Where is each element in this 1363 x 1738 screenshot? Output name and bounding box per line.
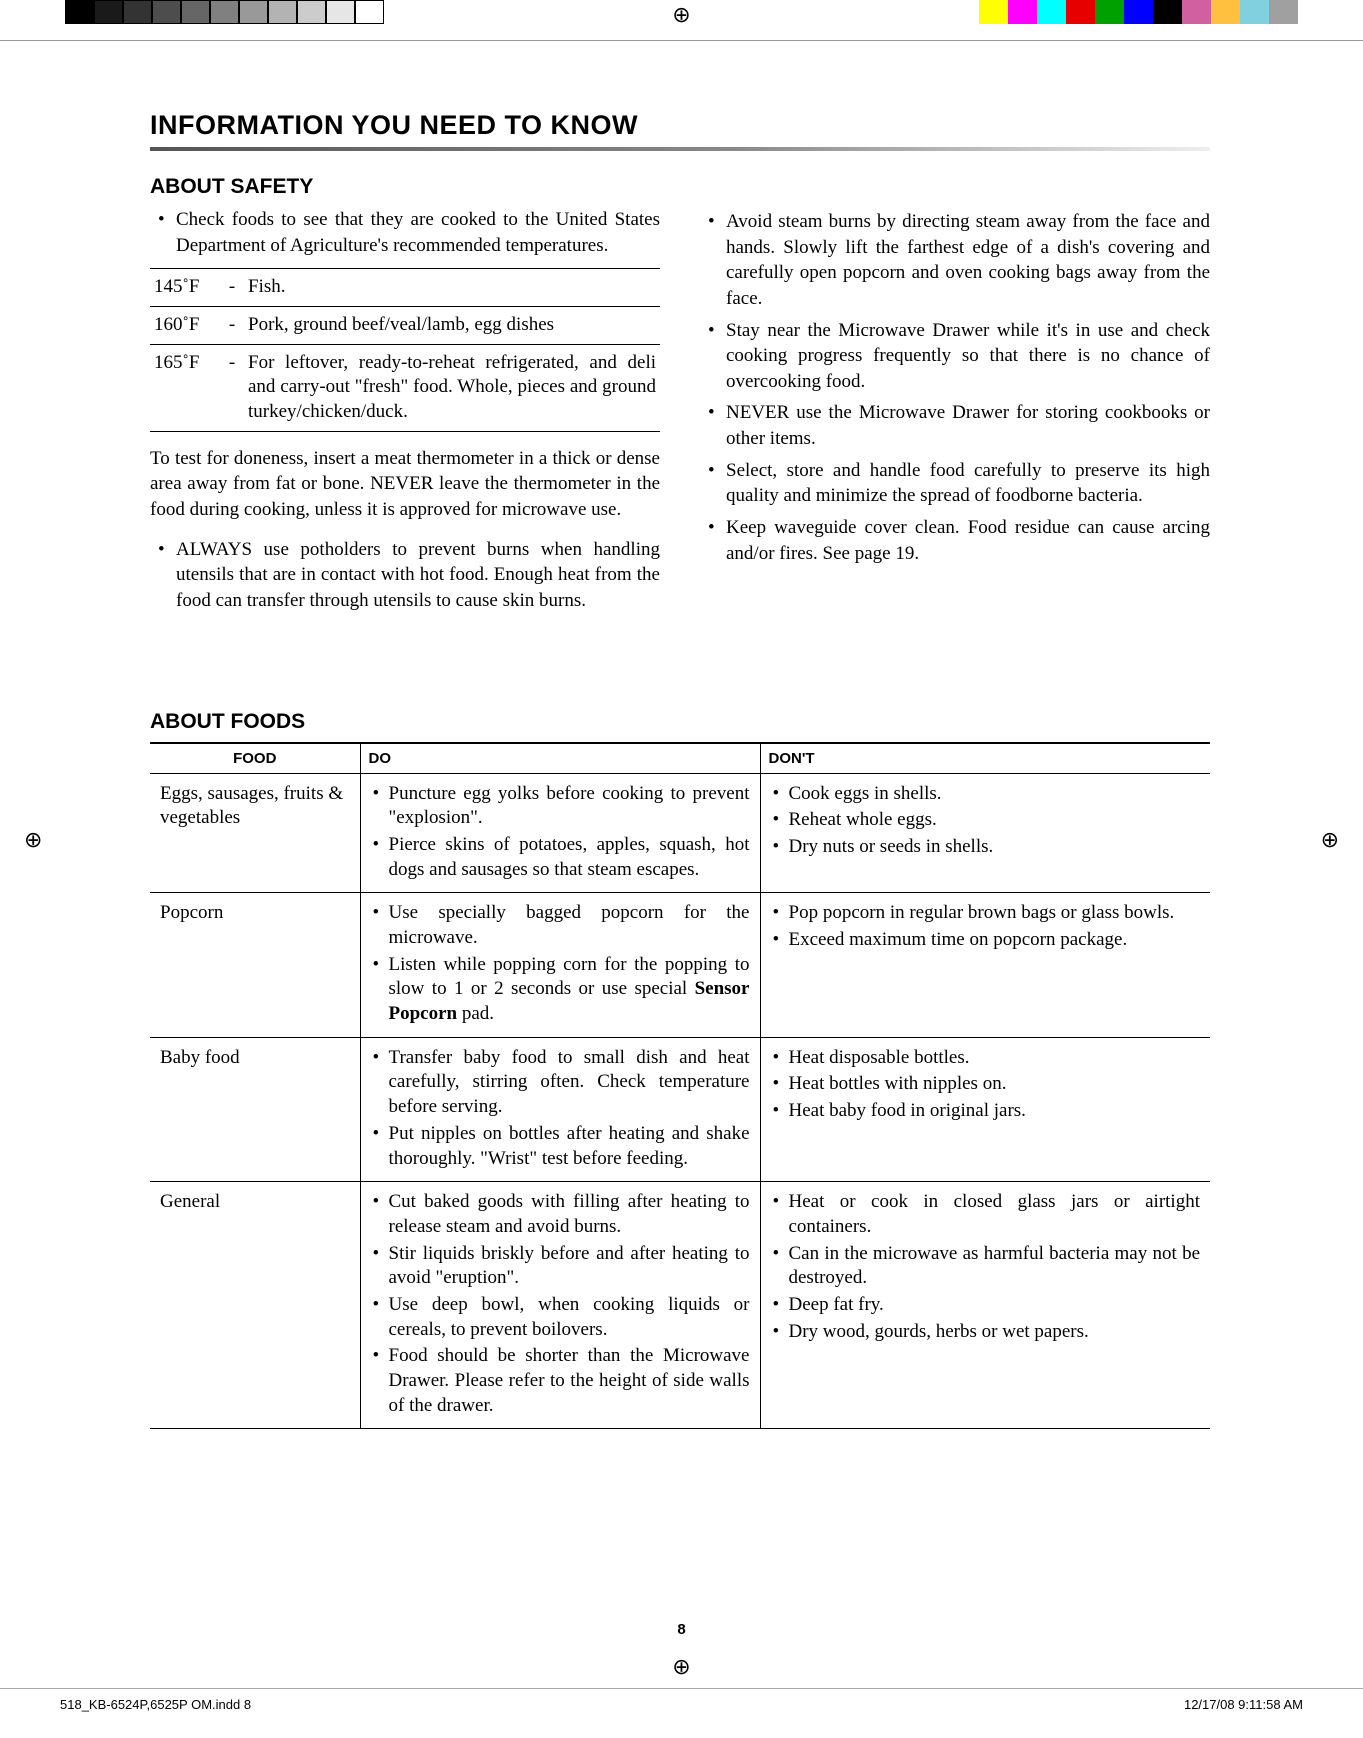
right-column: Avoid steam burns by directing steam awa… <box>700 175 1210 620</box>
gray-swatch <box>123 0 152 24</box>
gray-swatch <box>355 0 384 24</box>
table-row: 160˚F-Pork, ground beef/veal/lamb, egg d… <box>150 306 660 344</box>
registration-mark-icon: ⊕ <box>1321 827 1339 853</box>
color-swatch <box>1095 0 1124 24</box>
about-safety-heading: ABOUT SAFETY <box>150 175 660 199</box>
left-column: ABOUT SAFETY Check foods to see that the… <box>150 175 660 620</box>
list-item: ALWAYS use potholders to prevent burns w… <box>150 537 660 614</box>
gray-swatch <box>181 0 210 24</box>
about-foods-section: ABOUT FOODS FOOD DO DON'T Eggs, sausages… <box>150 710 1210 1430</box>
table-row: 165˚F-For leftover, ready-to-reheat refr… <box>150 344 660 431</box>
foods-table: FOOD DO DON'T Eggs, sausages, fruits & v… <box>150 742 1210 1430</box>
footer-file-info: 518_KB-6524P,6525P OM.indd 8 <box>60 1697 251 1712</box>
color-swatch <box>1037 0 1066 24</box>
page-content: INFORMATION YOU NEED TO KNOW ABOUT SAFET… <box>150 110 1210 1429</box>
foods-table-body: Eggs, sausages, fruits & vegetablesPunct… <box>150 773 1210 1429</box>
about-foods-heading: ABOUT FOODS <box>150 710 1210 734</box>
safety-right-bullets: Avoid steam burns by directing steam awa… <box>700 209 1210 566</box>
gray-swatch <box>65 0 94 24</box>
safety-after-table-text: To test for doneness, insert a meat ther… <box>150 446 660 523</box>
foods-col-header: FOOD <box>150 743 360 774</box>
gray-swatch <box>268 0 297 24</box>
gray-swatch <box>94 0 123 24</box>
registration-mark-icon: ⊕ <box>672 2 690 28</box>
table-row: GeneralCut baked goods with filling afte… <box>150 1182 1210 1429</box>
list-item: NEVER use the Microwave Drawer for stori… <box>700 400 1210 451</box>
temperature-table: 145˚F-Fish.160˚F-Pork, ground beef/veal/… <box>150 268 660 431</box>
safety-intro-list: Check foods to see that they are cooked … <box>150 207 660 258</box>
table-row: Baby foodTransfer baby food to small dis… <box>150 1037 1210 1181</box>
color-swatch <box>1211 0 1240 24</box>
list-item: Select, store and handle food carefully … <box>700 458 1210 509</box>
grayscale-swatches <box>65 0 384 24</box>
registration-mark-icon: ⊕ <box>672 1654 690 1680</box>
gray-swatch <box>210 0 239 24</box>
color-swatch <box>1124 0 1153 24</box>
gray-swatch <box>297 0 326 24</box>
color-swatch <box>1269 0 1298 24</box>
list-item: Keep waveguide cover clean. Food residue… <box>700 515 1210 566</box>
gray-swatch <box>326 0 355 24</box>
title-rule <box>150 147 1210 151</box>
page-number: 8 <box>677 1621 685 1638</box>
color-swatch <box>1240 0 1269 24</box>
foods-col-header: DO <box>360 743 760 774</box>
list-item: Avoid steam burns by directing steam awa… <box>700 209 1210 312</box>
top-crop-rule <box>0 40 1363 41</box>
list-item: Stay near the Microwave Drawer while it'… <box>700 318 1210 395</box>
foods-col-header: DON'T <box>760 743 1210 774</box>
gray-swatch <box>239 0 268 24</box>
color-swatches <box>979 0 1298 24</box>
safety-intro-bullet: Check foods to see that they are cooked … <box>150 207 660 258</box>
color-swatch <box>1066 0 1095 24</box>
safety-columns: ABOUT SAFETY Check foods to see that the… <box>150 175 1210 620</box>
table-row: 145˚F-Fish. <box>150 269 660 307</box>
gray-swatch <box>152 0 181 24</box>
footer-timestamp: 12/17/08 9:11:58 AM <box>1184 1697 1303 1712</box>
table-row: Eggs, sausages, fruits & vegetablesPunct… <box>150 773 1210 893</box>
page-title: INFORMATION YOU NEED TO KNOW <box>150 110 1210 141</box>
color-swatch <box>1153 0 1182 24</box>
temperature-table-body: 145˚F-Fish.160˚F-Pork, ground beef/veal/… <box>150 269 660 431</box>
color-swatch <box>1008 0 1037 24</box>
registration-mark-icon: ⊕ <box>24 827 42 853</box>
color-swatch <box>979 0 1008 24</box>
color-swatch <box>1182 0 1211 24</box>
table-row: PopcornUse specially bagged popcorn for … <box>150 893 1210 1037</box>
print-footer: 518_KB-6524P,6525P OM.indd 8 12/17/08 9:… <box>0 1688 1363 1712</box>
safety-left-bullets: ALWAYS use potholders to prevent burns w… <box>150 537 660 614</box>
